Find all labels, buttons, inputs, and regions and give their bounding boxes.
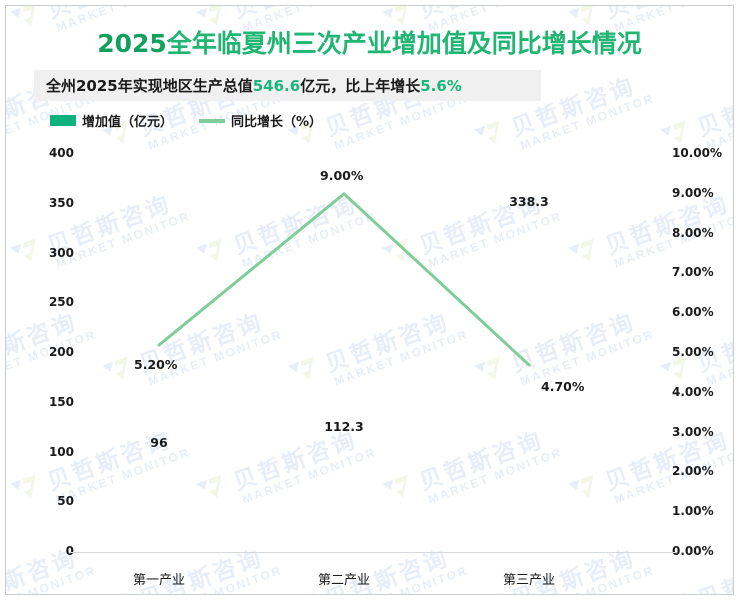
bar-value-label: 96 bbox=[150, 435, 168, 451]
legend-item-bar[interactable]: 增加值（亿元） bbox=[50, 111, 173, 130]
plot-area: 400 350 300 250 200 150 100 50 0 10.00% 9.00% 8.00… bbox=[6, 6, 733, 594]
y-axis-right-tick: 3.00% bbox=[672, 424, 714, 439]
subtitle-part1: 全州2025年实现地区生产总值 bbox=[46, 77, 253, 95]
y-axis-right-tick: 8.00% bbox=[672, 225, 714, 240]
y-axis-right-tick: 2.00% bbox=[672, 464, 714, 479]
legend-bar-swatch-icon bbox=[50, 115, 76, 126]
y-axis-right: 10.00% 9.00% 8.00% 7.00% 6.00% 5.00% 4.00% 3.00… bbox=[672, 6, 733, 594]
y-axis-left-tick: 400 bbox=[48, 146, 74, 160]
y-axis-left-tick: 0 bbox=[65, 544, 74, 558]
y-axis-left-tick: 350 bbox=[48, 195, 74, 210]
legend-item-bar-label: 增加值（亿元） bbox=[82, 115, 174, 130]
y-axis-left-tick: 200 bbox=[48, 345, 74, 359]
subtitle-band: 全州2025年实现地区生产总值546.6亿元，比上年增长5.6% bbox=[34, 70, 541, 101]
y-axis-right-tick: 0.00% bbox=[672, 544, 714, 558]
y-axis-left-tick: 150 bbox=[48, 394, 74, 409]
x-axis-category-label: 第三产业 bbox=[502, 573, 555, 588]
chart-title-text: 全年临夏州三次产业增加值及同比增长情况 bbox=[166, 29, 642, 58]
x-axis-category-label: 第二产业 bbox=[317, 573, 370, 588]
legend-item-line-label: 同比增长（%） bbox=[231, 115, 323, 130]
y-axis-right-tick: 5.00% bbox=[672, 345, 714, 359]
bar-value-label: 338.3 bbox=[509, 194, 549, 210]
chart-title-year: 2025 bbox=[97, 29, 167, 58]
y-axis-left-tick: 100 bbox=[48, 444, 74, 459]
growth-line-series bbox=[157, 192, 531, 367]
x-axis-category-label: 第一产业 bbox=[132, 573, 185, 588]
chart-title: 2025全年临夏州三次产业增加值及同比增长情况 bbox=[6, 24, 733, 60]
y-axis-left-tick: 250 bbox=[48, 295, 74, 310]
bar-value-label: 112.3 bbox=[324, 419, 364, 435]
chart-frame: 贝哲斯咨询 MARKET MONITOR 贝哲斯咨询 MARKET MONITOR 贝哲… bbox=[5, 5, 734, 595]
line-point-label: 9.00% bbox=[320, 167, 364, 183]
y-axis-right-tick: 9.00% bbox=[672, 185, 714, 200]
y-axis-right-tick: 7.00% bbox=[672, 265, 714, 280]
y-axis-right-tick: 6.00% bbox=[672, 305, 714, 320]
y-axis-right-tick: 4.00% bbox=[672, 384, 714, 399]
subtitle-text: 全州2025年实现地区生产总值546.6亿元，比上年增长5.6% bbox=[46, 75, 462, 96]
subtitle-part2: 亿元，比上年增长 bbox=[300, 77, 421, 95]
y-axis-right-tick: 10.00% bbox=[672, 146, 722, 160]
line-point-label: 5.20% bbox=[134, 357, 178, 373]
y-axis-right-tick: 1.00% bbox=[672, 504, 714, 519]
y-axis-left-tick: 300 bbox=[48, 245, 74, 260]
legend-line-swatch-icon bbox=[199, 118, 226, 123]
y-axis-left: 400 350 300 250 200 150 100 50 0 bbox=[24, 6, 74, 594]
growth-line-path bbox=[157, 192, 531, 367]
subtitle-gdp-value: 546.6 bbox=[252, 77, 301, 95]
subtitle-growth-value: 5.6% bbox=[420, 77, 462, 95]
chart-legend: 增加值（亿元） 同比增长（%） bbox=[50, 111, 322, 130]
line-point-label: 4.70% bbox=[541, 378, 585, 394]
y-axis-left-tick: 50 bbox=[57, 494, 74, 509]
x-axis-line bbox=[69, 552, 677, 553]
legend-item-line[interactable]: 同比增长（%） bbox=[199, 111, 322, 130]
